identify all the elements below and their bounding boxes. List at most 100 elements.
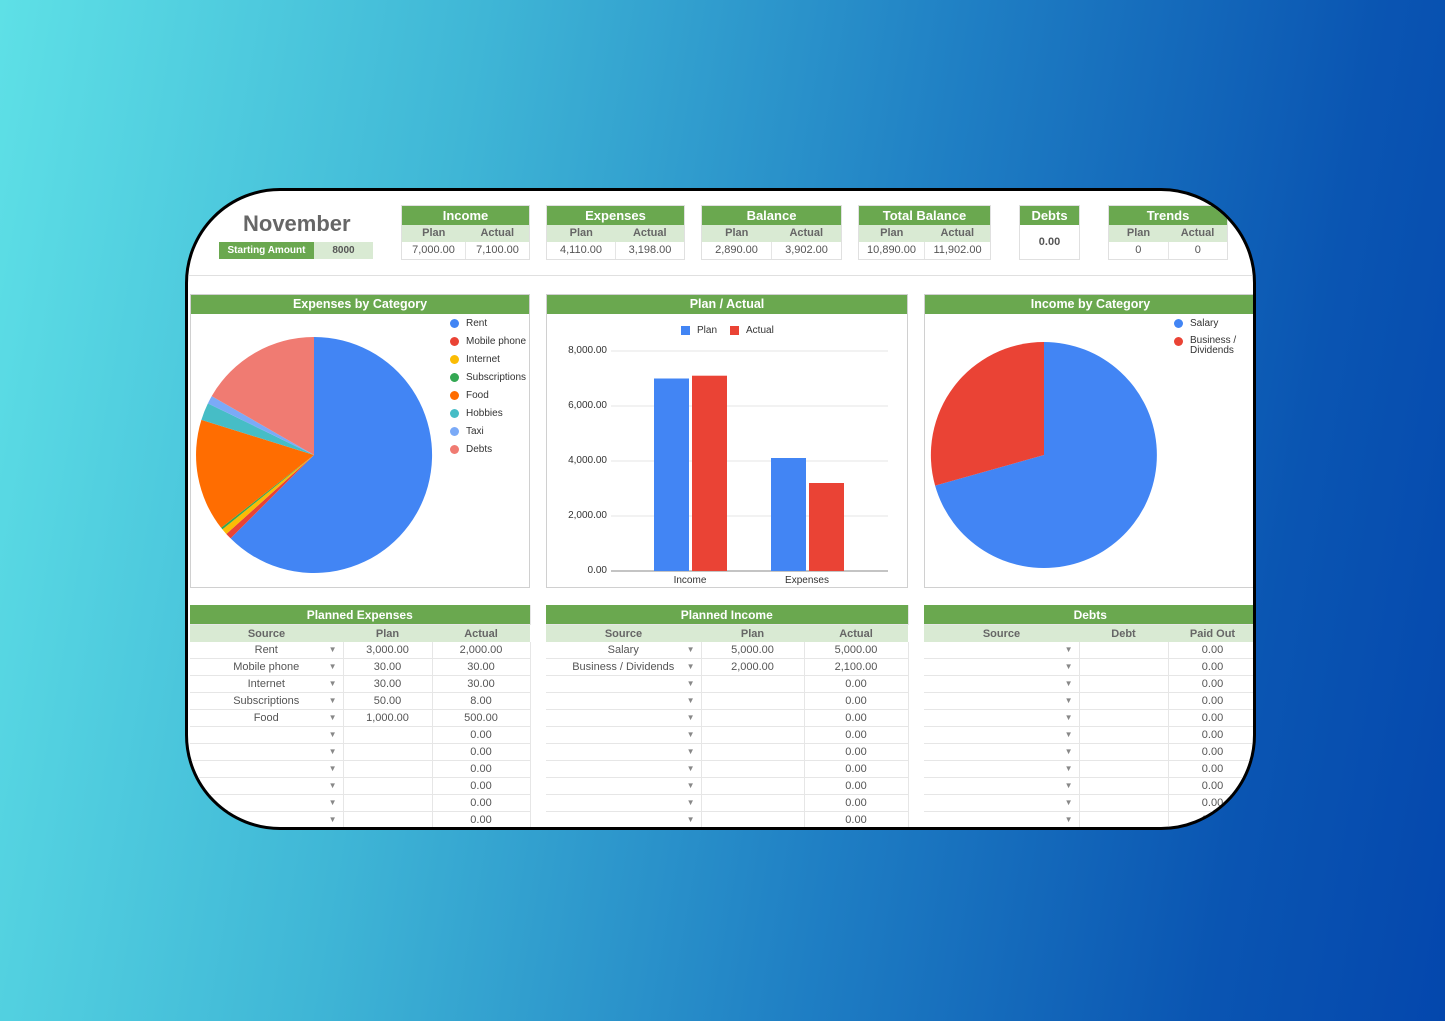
dropdown-arrow-icon[interactable]: ▼ xyxy=(328,696,337,705)
actual-cell[interactable]: 0.00 xyxy=(432,777,531,795)
starting-amount-value[interactable]: 8000 xyxy=(314,242,373,259)
dropdown-arrow-icon[interactable]: ▼ xyxy=(1064,781,1073,790)
plan-cell[interactable]: 30.00 xyxy=(343,675,433,693)
source-dropdown[interactable]: Subscriptions ▼ xyxy=(190,692,344,710)
actual-cell[interactable]: 0.00 xyxy=(1168,760,1253,778)
source-dropdown[interactable]: Business / Dividends ▼ xyxy=(546,658,702,676)
source-dropdown[interactable]: ▼ xyxy=(546,709,702,727)
actual-cell[interactable]: 0.00 xyxy=(1168,777,1253,795)
dropdown-arrow-icon[interactable]: ▼ xyxy=(686,781,695,790)
plan-cell[interactable] xyxy=(1079,777,1169,795)
chart-plan-actual[interactable]: Plan / Actual Plan Actual 8,000.00 6,000… xyxy=(546,294,908,588)
source-dropdown[interactable]: ▼ xyxy=(546,811,702,827)
plan-cell[interactable] xyxy=(1079,726,1169,744)
dropdown-arrow-icon[interactable]: ▼ xyxy=(686,679,695,688)
dropdown-arrow-icon[interactable]: ▼ xyxy=(328,747,337,756)
source-dropdown[interactable]: Rent ▼ xyxy=(190,642,344,659)
source-dropdown[interactable]: ▼ xyxy=(924,777,1080,795)
dropdown-arrow-icon[interactable]: ▼ xyxy=(686,645,695,654)
actual-cell[interactable]: 0.00 xyxy=(1168,658,1253,676)
plan-cell[interactable] xyxy=(1079,794,1169,812)
source-dropdown[interactable]: ▼ xyxy=(924,743,1080,761)
source-dropdown[interactable]: ▼ xyxy=(546,692,702,710)
actual-cell[interactable]: 0.00 xyxy=(804,760,909,778)
plan-cell[interactable] xyxy=(343,811,433,827)
source-dropdown[interactable]: ▼ xyxy=(924,726,1080,744)
plan-cell[interactable]: 1,000.00 xyxy=(343,709,433,727)
actual-cell[interactable]: 0.00 xyxy=(804,726,909,744)
plan-cell[interactable] xyxy=(1079,811,1169,827)
plan-cell[interactable] xyxy=(701,675,805,693)
dropdown-arrow-icon[interactable]: ▼ xyxy=(686,798,695,807)
plan-cell[interactable] xyxy=(1079,642,1169,659)
source-dropdown[interactable]: ▼ xyxy=(546,743,702,761)
plan-cell[interactable] xyxy=(701,794,805,812)
plan-cell[interactable]: 30.00 xyxy=(343,658,433,676)
dropdown-arrow-icon[interactable]: ▼ xyxy=(1064,713,1073,722)
dropdown-arrow-icon[interactable]: ▼ xyxy=(686,713,695,722)
plan-cell[interactable] xyxy=(701,760,805,778)
plan-cell[interactable] xyxy=(1079,760,1169,778)
source-dropdown[interactable]: Food ▼ xyxy=(190,709,344,727)
actual-cell[interactable]: 0.00 xyxy=(432,794,531,812)
plan-cell[interactable] xyxy=(343,777,433,795)
actual-cell[interactable]: 0.00 xyxy=(1168,692,1253,710)
source-dropdown[interactable]: ▼ xyxy=(190,794,344,812)
dropdown-arrow-icon[interactable]: ▼ xyxy=(1064,798,1073,807)
actual-cell[interactable]: 0.00 xyxy=(432,760,531,778)
actual-cell[interactable]: 8.00 xyxy=(432,692,531,710)
plan-cell[interactable]: 3,000.00 xyxy=(343,642,433,659)
dropdown-arrow-icon[interactable]: ▼ xyxy=(1064,815,1073,824)
actual-cell[interactable]: 0.00 xyxy=(1168,642,1253,659)
actual-cell[interactable]: 500.00 xyxy=(432,709,531,727)
chart-income-by-category[interactable]: Income by Category Salary Business / Div… xyxy=(924,294,1253,588)
source-dropdown[interactable]: ▼ xyxy=(924,642,1080,659)
source-dropdown[interactable]: Internet ▼ xyxy=(190,675,344,693)
actual-cell[interactable]: 0.00 xyxy=(1168,811,1253,827)
plan-cell[interactable] xyxy=(343,794,433,812)
actual-cell[interactable]: 5,000.00 xyxy=(804,642,909,659)
actual-cell[interactable]: 2,100.00 xyxy=(804,658,909,676)
plan-cell[interactable]: 5,000.00 xyxy=(701,642,805,659)
dropdown-arrow-icon[interactable]: ▼ xyxy=(1064,645,1073,654)
actual-cell[interactable]: 0.00 xyxy=(1168,794,1253,812)
chart-expenses-by-category[interactable]: Expenses by Category Rent Mobile phone I… xyxy=(190,294,530,588)
actual-cell[interactable]: 0.00 xyxy=(804,811,909,827)
plan-cell[interactable] xyxy=(1079,709,1169,727)
plan-cell[interactable] xyxy=(1079,692,1169,710)
dropdown-arrow-icon[interactable]: ▼ xyxy=(686,662,695,671)
dropdown-arrow-icon[interactable]: ▼ xyxy=(686,696,695,705)
dropdown-arrow-icon[interactable]: ▼ xyxy=(1064,662,1073,671)
actual-cell[interactable]: 0.00 xyxy=(804,794,909,812)
actual-cell[interactable]: 0.00 xyxy=(1168,709,1253,727)
dropdown-arrow-icon[interactable]: ▼ xyxy=(328,645,337,654)
dropdown-arrow-icon[interactable]: ▼ xyxy=(328,764,337,773)
source-dropdown[interactable]: ▼ xyxy=(190,760,344,778)
dropdown-arrow-icon[interactable]: ▼ xyxy=(686,815,695,824)
source-dropdown[interactable]: ▼ xyxy=(190,777,344,795)
plan-cell[interactable] xyxy=(343,743,433,761)
dropdown-arrow-icon[interactable]: ▼ xyxy=(686,747,695,756)
dropdown-arrow-icon[interactable]: ▼ xyxy=(328,815,337,824)
plan-cell[interactable] xyxy=(1079,675,1169,693)
source-dropdown[interactable]: Mobile phone ▼ xyxy=(190,658,344,676)
plan-cell[interactable] xyxy=(701,743,805,761)
actual-cell[interactable]: 2,000.00 xyxy=(432,642,531,659)
source-dropdown[interactable]: ▼ xyxy=(546,777,702,795)
actual-cell[interactable]: 0.00 xyxy=(804,675,909,693)
dropdown-arrow-icon[interactable]: ▼ xyxy=(328,781,337,790)
plan-cell[interactable] xyxy=(701,692,805,710)
actual-cell[interactable]: 0.00 xyxy=(804,743,909,761)
source-dropdown[interactable]: ▼ xyxy=(924,760,1080,778)
dropdown-arrow-icon[interactable]: ▼ xyxy=(328,798,337,807)
dropdown-arrow-icon[interactable]: ▼ xyxy=(328,679,337,688)
actual-cell[interactable]: 0.00 xyxy=(804,709,909,727)
dropdown-arrow-icon[interactable]: ▼ xyxy=(328,662,337,671)
actual-cell[interactable]: 0.00 xyxy=(432,726,531,744)
source-dropdown[interactable]: ▼ xyxy=(546,675,702,693)
actual-cell[interactable]: 30.00 xyxy=(432,675,531,693)
actual-cell[interactable]: 30.00 xyxy=(432,658,531,676)
source-dropdown[interactable]: ▼ xyxy=(924,675,1080,693)
source-dropdown[interactable]: ▼ xyxy=(924,709,1080,727)
source-dropdown[interactable]: ▼ xyxy=(190,726,344,744)
